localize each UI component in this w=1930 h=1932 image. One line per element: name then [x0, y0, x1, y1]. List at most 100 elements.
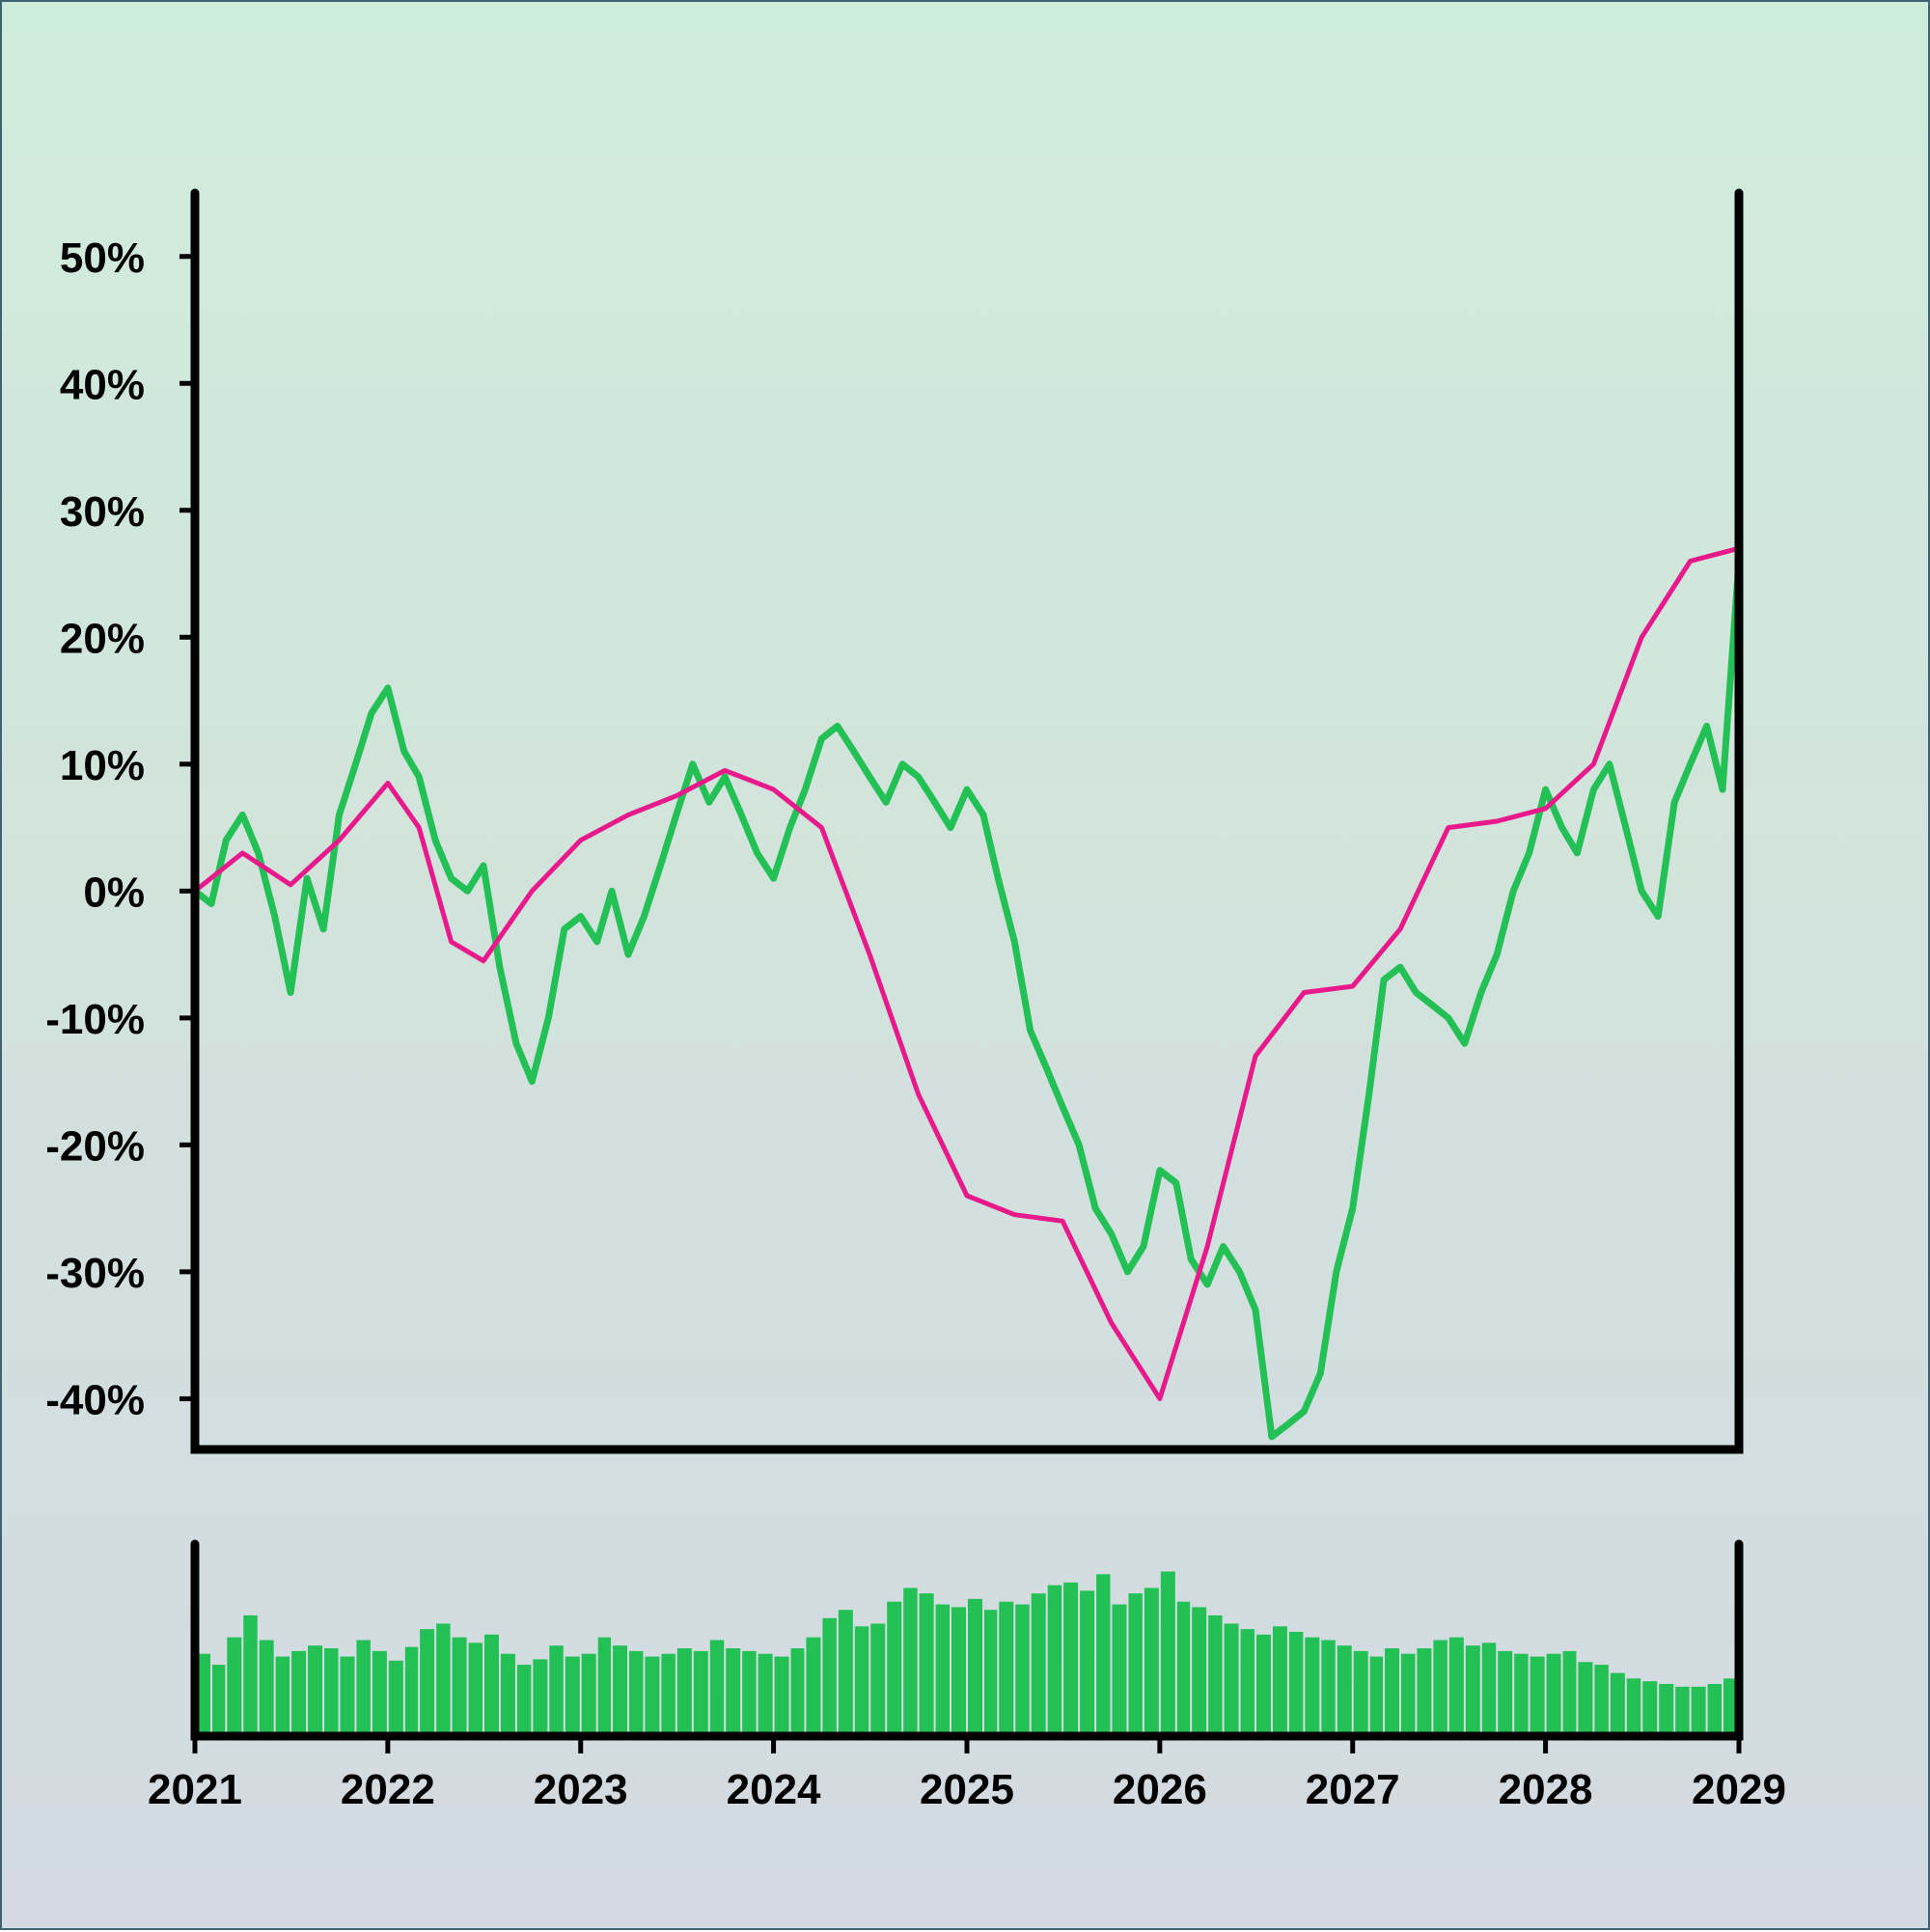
volume-bar [420, 1629, 435, 1736]
volume-bar [903, 1587, 918, 1736]
volume-bar [1448, 1637, 1464, 1736]
volume-bar [1610, 1672, 1625, 1736]
volume-bar [676, 1648, 692, 1736]
volume-bar [404, 1646, 419, 1736]
volume-bar [854, 1626, 869, 1736]
volume-bar [196, 1653, 210, 1736]
x-tick-label: 2022 [341, 1766, 435, 1813]
volume-bar [822, 1617, 837, 1736]
volume-bar [709, 1640, 725, 1736]
volume-bar [613, 1645, 628, 1736]
volume-bar [758, 1653, 773, 1736]
volume-bar [1240, 1629, 1254, 1736]
volume-bar [1080, 1590, 1095, 1736]
volume-bar [243, 1615, 258, 1736]
volume-bar [1224, 1623, 1239, 1736]
volume-bar [806, 1637, 821, 1736]
volume-bar [1255, 1634, 1271, 1736]
volume-bar [661, 1653, 676, 1736]
y-tick-label: 50% [60, 235, 145, 282]
axis-frames [190, 188, 1744, 1741]
volume-bar [1128, 1593, 1143, 1736]
volume-bar [1144, 1587, 1159, 1736]
volume-bar [1530, 1656, 1545, 1736]
volume-bar [227, 1637, 242, 1736]
volume-bar [774, 1656, 789, 1736]
volume-bar [951, 1607, 966, 1736]
volume-bar [1321, 1640, 1336, 1736]
volume-bar [372, 1650, 387, 1736]
volume-bar [887, 1601, 902, 1736]
volume-bar [1465, 1645, 1480, 1736]
y-tick-label: -30% [45, 1250, 145, 1297]
volume-bar [999, 1601, 1014, 1736]
volume-bar [1272, 1626, 1287, 1736]
volume-bar [1385, 1648, 1400, 1736]
volume-bar [629, 1650, 644, 1736]
y-tick-label: 10% [60, 742, 145, 789]
volume-bar [516, 1665, 532, 1736]
volume-bar [388, 1660, 403, 1736]
volume-bar [581, 1653, 596, 1736]
volume-bar [1176, 1601, 1191, 1736]
y-tick-label: 40% [60, 361, 145, 408]
price-lines [191, 545, 1743, 1441]
volume-bar [983, 1610, 998, 1736]
x-tick-label: 2021 [148, 1766, 242, 1813]
volume-bar [565, 1656, 580, 1736]
volume-bar [1578, 1662, 1593, 1736]
volume-bar [1031, 1593, 1046, 1736]
volume-bar [1192, 1607, 1207, 1736]
volume-bar [1305, 1637, 1320, 1736]
volume-bar [500, 1653, 515, 1736]
volume-bar [919, 1593, 934, 1736]
volume-bar [597, 1637, 612, 1736]
x-tick-label: 2026 [1113, 1766, 1207, 1813]
price-panel-frame [190, 188, 1744, 1454]
volume-bars [196, 1571, 1738, 1736]
volume-bar [1626, 1678, 1641, 1736]
y-tick-label: 20% [60, 615, 145, 662]
volume-bar [870, 1623, 886, 1736]
volume-bar [549, 1645, 564, 1736]
y-tick-label: -10% [45, 996, 145, 1043]
volume-bar [1401, 1653, 1416, 1736]
volume-bar [1498, 1650, 1513, 1736]
volume-bar [1160, 1571, 1175, 1736]
volume-panel-frame [190, 1539, 1744, 1741]
volume-bar [838, 1610, 853, 1736]
x-tick-label: 2025 [920, 1766, 1014, 1813]
volume-bar [1546, 1653, 1561, 1736]
y-axis-ticks: 50% 40% 30% 20% 10% 0% -10% -20% -30% -40% [45, 235, 195, 1423]
volume-bar [356, 1640, 371, 1736]
x-tick-label: 2023 [534, 1766, 628, 1813]
volume-bar [1353, 1650, 1368, 1736]
y-tick-label: 30% [60, 488, 145, 536]
volume-bar [211, 1665, 226, 1736]
x-tick-label: 2029 [1692, 1766, 1786, 1813]
volume-bar [645, 1656, 660, 1736]
volume-bar [308, 1645, 323, 1736]
volume-bar [1675, 1686, 1690, 1736]
volume-bar [1642, 1681, 1658, 1736]
volume-bar [1047, 1585, 1062, 1736]
volume-bar [1337, 1645, 1352, 1736]
volume-bar [291, 1650, 307, 1736]
volume-bar [483, 1634, 499, 1736]
volume-bar [1594, 1665, 1609, 1736]
volume-bar [1015, 1604, 1030, 1736]
y-tick-label: 0% [83, 869, 145, 916]
y-tick-label: -40% [45, 1376, 145, 1423]
volume-bar [468, 1642, 482, 1736]
volume-bar [1369, 1656, 1384, 1736]
y-tick-label: -20% [45, 1122, 145, 1170]
volume-bar [1723, 1678, 1738, 1736]
volume-bar [1433, 1640, 1448, 1736]
volume-bar [968, 1598, 982, 1736]
volume-bar [935, 1604, 951, 1736]
volume-bar [790, 1648, 805, 1736]
volume-bar [259, 1640, 274, 1736]
volume-bar [533, 1659, 548, 1736]
